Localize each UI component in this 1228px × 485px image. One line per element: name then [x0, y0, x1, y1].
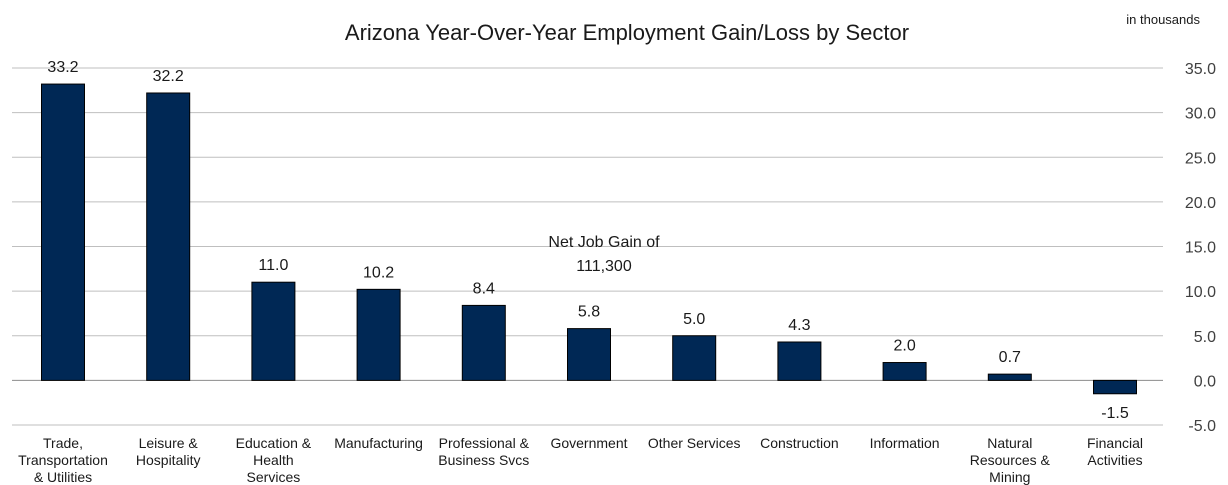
data-labels: 33.2 32.2 11.0 10.2 8.4 5.8 5.0 4.3 2.0 0.7 -1.5 — [47, 59, 1128, 422]
category-label: Professional & Business Svcs — [438, 435, 529, 468]
category-label: Information — [870, 435, 940, 451]
y-tick-label: 10.0 — [1185, 284, 1216, 301]
y-tick-label: 35.0 — [1185, 61, 1216, 78]
unit-note: in thousands — [1126, 12, 1200, 27]
category-label: Education & Health Services — [236, 435, 312, 485]
data-label: 32.2 — [153, 68, 184, 85]
bar — [777, 341, 822, 381]
data-label: 11.0 — [258, 257, 288, 274]
bar — [987, 373, 1032, 381]
y-tick-label: 5.0 — [1194, 329, 1216, 346]
category-label: Other Services — [648, 435, 741, 451]
category-label: Financial Activities — [1087, 435, 1143, 468]
bar — [567, 328, 611, 381]
data-label: 10.2 — [363, 264, 394, 281]
y-tick-label: 25.0 — [1185, 150, 1216, 167]
data-label: 4.3 — [788, 317, 810, 334]
bar — [672, 335, 717, 381]
bar — [41, 83, 85, 381]
net-job-gain-annotation: Net Job Gain of 111,300 — [548, 234, 660, 275]
annotation-text: Net Job Gain of 111,300 — [548, 234, 660, 275]
category-label: Construction — [760, 435, 839, 451]
y-tick-label: -5.0 — [1188, 418, 1216, 435]
category-labels: Trade, Transportation & Utilities Leisure &… — [18, 435, 1143, 485]
bar — [146, 92, 191, 381]
chart-title: Arizona Year-Over-Year Employment Gain/L… — [345, 20, 909, 45]
gridlines — [12, 67, 1163, 426]
y-tick-label: 15.0 — [1185, 240, 1216, 257]
data-label: 8.4 — [473, 280, 495, 297]
bar — [1093, 379, 1137, 395]
y-tick-label: 20.0 — [1185, 195, 1216, 212]
category-label: Government — [550, 435, 627, 451]
bar — [461, 304, 506, 381]
bar — [251, 281, 296, 381]
category-label: Natural Resources & Mining — [970, 435, 1051, 485]
bars — [41, 83, 1137, 395]
category-label: Trade, Transportation & Utilities — [18, 435, 108, 485]
category-label: Leisure & Hospitality — [136, 435, 201, 468]
data-label: 5.8 — [578, 304, 600, 321]
category-label: Manufacturing — [334, 435, 423, 451]
y-tick-label: 30.0 — [1185, 106, 1216, 123]
bar — [882, 362, 927, 381]
data-label: 5.0 — [683, 311, 705, 328]
data-label: 33.2 — [47, 59, 78, 76]
y-axis-ticks: 35.0 30.0 25.0 20.0 15.0 10.0 5.0 0.0 -5.0 — [1185, 61, 1216, 435]
y-tick-label: 0.0 — [1194, 373, 1216, 390]
data-label: -1.5 — [1101, 405, 1129, 422]
data-label: 2.0 — [893, 338, 915, 355]
data-label: 0.7 — [999, 349, 1021, 366]
bar — [356, 288, 401, 381]
